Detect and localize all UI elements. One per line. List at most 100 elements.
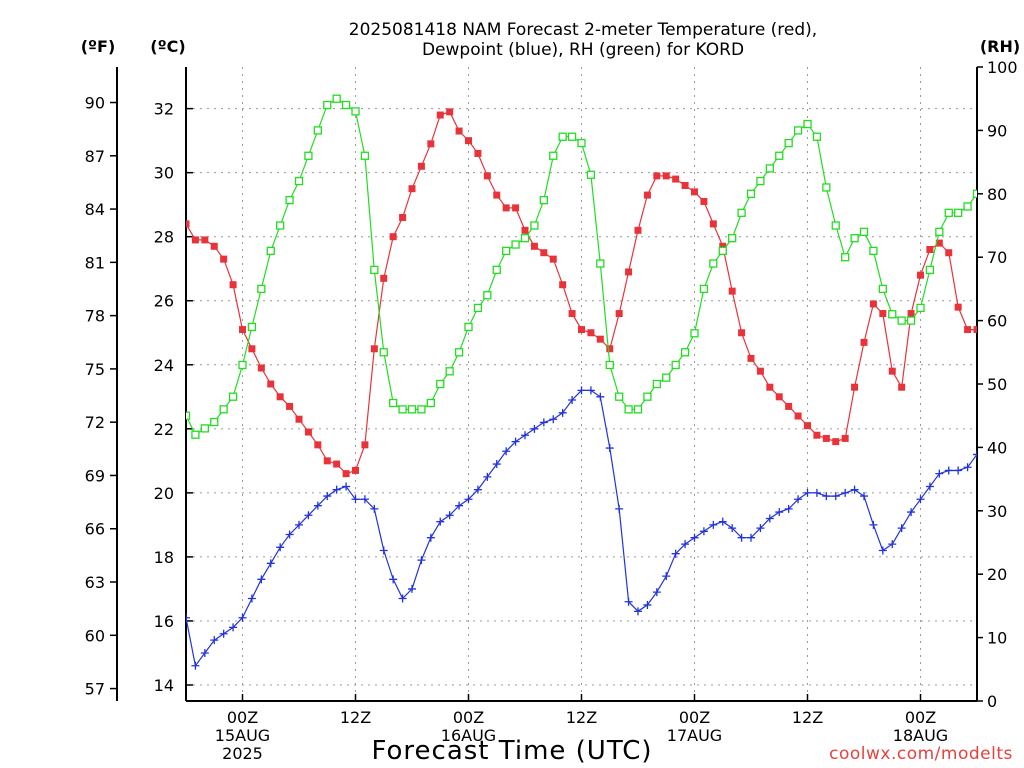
fahrenheit-tick-label: 78 [85, 307, 105, 326]
celsius-tick-label: 30 [154, 164, 174, 183]
rh-tick-label: 0 [987, 692, 997, 711]
dewpoint-point [186, 613, 190, 622]
dewpoint-point [473, 485, 482, 494]
dewpoint-point [869, 520, 878, 529]
rh-point [530, 221, 539, 230]
dewpoint-point [897, 524, 906, 533]
dewpoint-point [925, 482, 934, 491]
rh-point [304, 151, 313, 160]
temperature-point [625, 268, 633, 276]
x-tick-label: 00Z [905, 708, 936, 727]
rh-tick-label: 40 [987, 438, 1007, 457]
rh-point [718, 246, 727, 256]
temperature-point [436, 111, 444, 119]
rh-point [690, 329, 699, 338]
dewpoint-point [765, 514, 774, 523]
dewpoint-point [200, 648, 209, 657]
temperature-point [728, 287, 736, 295]
rh-point [652, 379, 661, 389]
temperature-point [559, 281, 567, 289]
dewpoint-point [944, 466, 953, 475]
rh-point [662, 373, 671, 382]
dewpoint-point [191, 661, 200, 670]
rh-point [332, 94, 341, 103]
rh-point [219, 405, 228, 414]
rh-point [793, 126, 803, 135]
dewpoint-point [426, 533, 435, 542]
dewpoint-point [756, 524, 765, 533]
dewpoint-point [285, 530, 294, 539]
chart-title-line2: Dewpoint (blue), RH (green) for KORD [422, 40, 744, 60]
rh-point [285, 195, 294, 205]
rh-point [341, 100, 351, 110]
x-tick-label: 12Z [340, 708, 371, 727]
rh-point [596, 259, 605, 268]
rh-point [822, 183, 831, 192]
rh-point [906, 316, 916, 325]
temperature-point [540, 249, 548, 257]
temperature-point [333, 460, 341, 468]
rh-point [624, 405, 633, 414]
fahrenheit-tick-label: 87 [85, 147, 105, 166]
temperature-point [455, 127, 463, 135]
celsius-tick-label: 32 [154, 100, 174, 119]
celsius-tick-label: 22 [154, 420, 174, 439]
fahrenheit-tick-label: 66 [85, 520, 105, 539]
rh-tick-label: 30 [987, 502, 1007, 521]
plot-area [186, 94, 1009, 670]
rh-point [549, 151, 558, 160]
dewpoint-point [586, 386, 595, 395]
dewpoint-point [878, 546, 887, 555]
rh-point [775, 151, 784, 160]
dewpoint-point [398, 594, 407, 603]
rh-point [228, 392, 238, 401]
rh-point [916, 303, 925, 313]
celsius-tick-label: 28 [154, 228, 174, 247]
temperature-point [276, 393, 284, 401]
dewpoint-point [568, 396, 577, 405]
dewpoint-point [963, 463, 972, 472]
temperature-point [257, 364, 265, 372]
dewpoint-point [954, 466, 963, 475]
temperature-point [239, 326, 246, 334]
rh-point [407, 405, 417, 414]
rh-point [247, 322, 257, 332]
dewpoint-point [342, 482, 351, 491]
rh-point [728, 234, 737, 243]
temperature-point [389, 233, 397, 241]
temperature-point [672, 175, 680, 183]
rh-point [210, 417, 219, 427]
temperature-point [700, 197, 708, 205]
dewpoint-point [266, 559, 275, 568]
temperature-point [879, 310, 887, 318]
temperature-point [785, 402, 793, 410]
dewpoint-point [624, 597, 633, 606]
temperature-point [295, 415, 303, 423]
temperature-point [634, 226, 642, 234]
dewpoint-point [643, 600, 652, 609]
temperature-point [653, 172, 661, 180]
temperature-point [493, 191, 501, 199]
temperature-point [926, 246, 934, 254]
temperature-point [408, 185, 416, 193]
temperature-point [512, 204, 520, 212]
temperature-point [578, 326, 585, 334]
rh-point [417, 405, 426, 414]
celsius-tick-label: 24 [154, 356, 174, 375]
temperature-point [1002, 300, 1009, 307]
temperature-point [681, 181, 689, 189]
rh-tick-label: 20 [987, 565, 1007, 584]
rh-point [935, 227, 944, 236]
dewpoint-point [238, 613, 247, 622]
data-series [186, 94, 1009, 670]
rh-point [426, 398, 435, 408]
temperature-point [568, 310, 576, 318]
temperature-point [662, 172, 670, 180]
chart-title-line1: 2025081418 NAM Forecast 2-meter Temperat… [349, 20, 817, 40]
dewpoint-point [794, 495, 803, 504]
temperature-point [766, 383, 774, 391]
dewpoint-point [360, 495, 369, 504]
rh-point [539, 195, 548, 205]
rh-point [323, 100, 332, 110]
temperature-point [606, 345, 614, 353]
